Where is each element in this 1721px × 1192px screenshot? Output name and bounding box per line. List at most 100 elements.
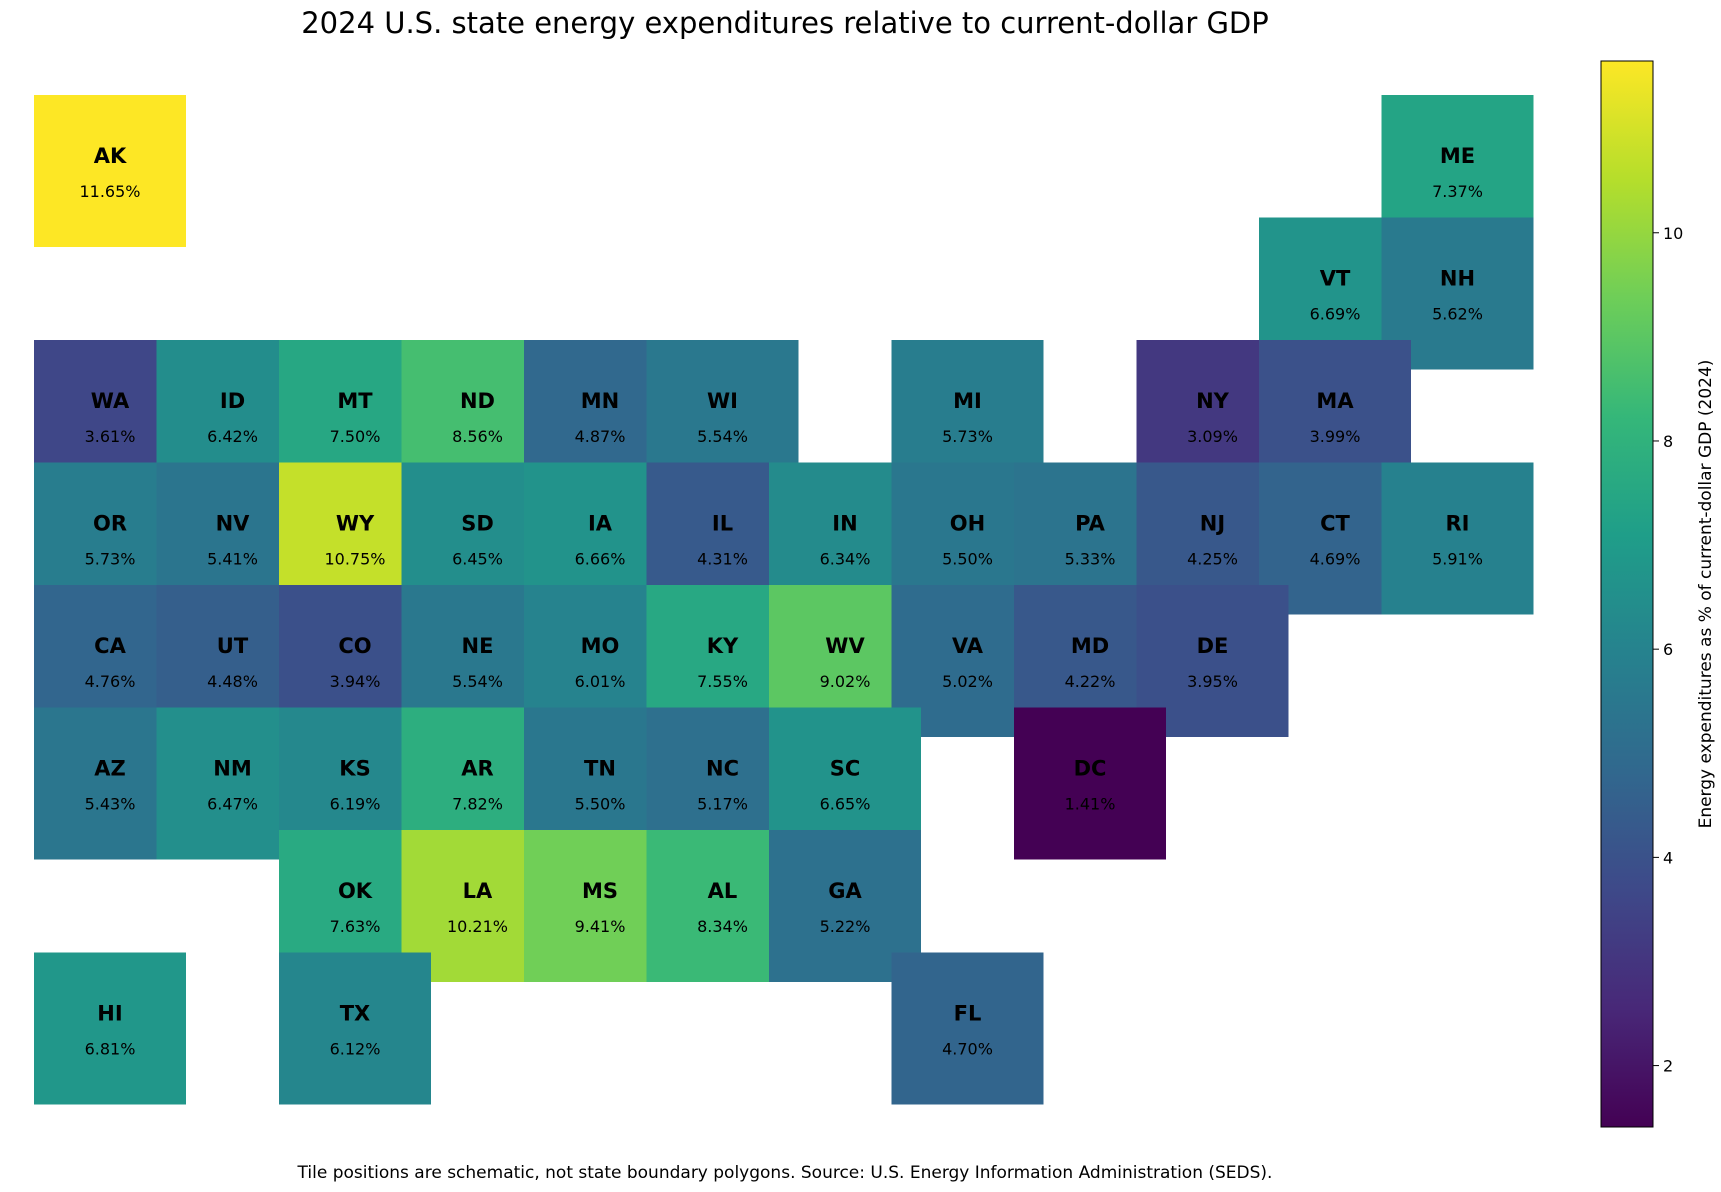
state-code-label: NY bbox=[1196, 389, 1230, 413]
state-code-label: TX bbox=[340, 1002, 371, 1026]
state-code-label: NM bbox=[213, 757, 251, 781]
state-tile-fill bbox=[891, 952, 1044, 1105]
state-code-label: VT bbox=[1320, 267, 1351, 291]
state-code-label: MI bbox=[953, 389, 982, 413]
state-code-label: SD bbox=[461, 512, 494, 536]
state-tile-fill bbox=[34, 952, 186, 1105]
state-tile-fill bbox=[1014, 707, 1166, 860]
state-value-label: 7.50% bbox=[330, 427, 381, 446]
state-code-label: UT bbox=[217, 634, 249, 658]
state-code-label: PA bbox=[1075, 512, 1105, 536]
state-code-label: OH bbox=[950, 512, 985, 536]
state-value-label: 4.69% bbox=[1310, 550, 1361, 569]
state-code-label: IL bbox=[712, 512, 733, 536]
state-code-label: ND bbox=[460, 389, 495, 413]
state-value-label: 10.75% bbox=[324, 550, 385, 569]
state-code-label: GA bbox=[828, 879, 862, 903]
state-value-label: 5.43% bbox=[85, 795, 136, 814]
state-value-label: 1.41% bbox=[1065, 795, 1116, 814]
colorbar-tick-label: 2 bbox=[1663, 1057, 1673, 1076]
state-code-label: NH bbox=[1440, 267, 1475, 291]
state-code-label: IA bbox=[588, 512, 613, 536]
state-value-label: 3.09% bbox=[1187, 427, 1238, 446]
state-code-label: MO bbox=[581, 634, 620, 658]
state-code-label: FL bbox=[954, 1002, 982, 1026]
state-value-label: 5.54% bbox=[697, 427, 748, 446]
state-value-label: 6.01% bbox=[575, 672, 626, 691]
state-value-label: 5.50% bbox=[575, 795, 626, 814]
state-code-label: KS bbox=[339, 757, 370, 781]
colorbar-gradient bbox=[1600, 60, 1654, 1128]
state-tile-hi: HI 6.81% bbox=[34, 952, 186, 1105]
source-footnote: Tile positions are schematic, not state … bbox=[297, 1163, 1273, 1183]
state-value-label: 5.91% bbox=[1432, 550, 1483, 569]
state-code-label: RI bbox=[1446, 512, 1470, 536]
state-code-label: DE bbox=[1197, 634, 1229, 658]
state-code-label: NV bbox=[216, 512, 251, 536]
state-code-label: WA bbox=[91, 389, 130, 413]
state-value-label: 5.50% bbox=[942, 550, 993, 569]
state-tile-ri: RI 5.91% bbox=[1381, 462, 1534, 615]
state-code-label: WY bbox=[336, 512, 375, 536]
state-tile-fl: FL 4.70% bbox=[891, 952, 1044, 1105]
state-value-label: 4.31% bbox=[697, 550, 748, 569]
state-value-label: 7.55% bbox=[697, 672, 748, 691]
state-code-label: MN bbox=[581, 389, 619, 413]
state-code-label: HI bbox=[97, 1002, 122, 1026]
state-value-label: 5.41% bbox=[207, 550, 258, 569]
state-value-label: 6.66% bbox=[575, 550, 626, 569]
map-title: 2024 U.S. state energy expenditures rela… bbox=[301, 6, 1269, 40]
state-value-label: 6.81% bbox=[85, 1040, 136, 1059]
state-value-label: 4.87% bbox=[575, 427, 626, 446]
colorbar-ticks: 2 4 6 8 10 bbox=[1653, 224, 1683, 1076]
state-code-label: IN bbox=[832, 512, 857, 536]
state-value-label: 9.41% bbox=[575, 917, 626, 936]
state-code-label: ME bbox=[1440, 144, 1475, 168]
state-value-label: 5.22% bbox=[820, 917, 871, 936]
state-value-label: 5.73% bbox=[942, 427, 993, 446]
state-value-label: 6.65% bbox=[820, 795, 871, 814]
state-value-label: 4.25% bbox=[1187, 550, 1238, 569]
state-code-label: NC bbox=[706, 757, 739, 781]
state-code-label: OR bbox=[93, 512, 127, 536]
state-code-label: NE bbox=[462, 634, 494, 658]
state-value-label: 6.47% bbox=[207, 795, 258, 814]
state-code-label: MS bbox=[582, 879, 618, 903]
state-value-label: 4.22% bbox=[1065, 672, 1116, 691]
state-code-label: VA bbox=[952, 634, 984, 658]
state-code-label: ID bbox=[220, 389, 245, 413]
colorbar-tick-label: 10 bbox=[1663, 224, 1683, 243]
state-value-label: 7.63% bbox=[330, 917, 381, 936]
state-code-label: MA bbox=[1316, 389, 1354, 413]
state-value-label: 11.65% bbox=[79, 182, 140, 201]
state-value-label: 5.54% bbox=[452, 672, 503, 691]
state-code-label: AK bbox=[94, 144, 127, 168]
state-code-label: NJ bbox=[1200, 512, 1225, 536]
state-value-label: 6.42% bbox=[207, 427, 258, 446]
state-code-label: CA bbox=[94, 634, 126, 658]
state-tile-ak: AK 11.65% bbox=[34, 95, 186, 247]
state-value-label: 5.73% bbox=[85, 550, 136, 569]
state-code-label: WV bbox=[825, 634, 865, 658]
colorbar-tick-label: 8 bbox=[1663, 432, 1673, 451]
state-value-label: 4.70% bbox=[942, 1040, 993, 1059]
state-tile-fill bbox=[34, 95, 186, 247]
state-code-label: CO bbox=[338, 634, 371, 658]
state-code-label: AZ bbox=[94, 757, 125, 781]
state-value-label: 6.69% bbox=[1310, 305, 1361, 324]
state-code-label: KY bbox=[707, 634, 739, 658]
state-code-label: DC bbox=[1074, 757, 1107, 781]
colorbar-tick-label: 4 bbox=[1663, 848, 1673, 867]
state-value-label: 8.34% bbox=[697, 917, 748, 936]
state-value-label: 5.02% bbox=[942, 672, 993, 691]
state-value-label: 6.34% bbox=[820, 550, 871, 569]
state-value-label: 3.94% bbox=[330, 672, 381, 691]
state-value-label: 5.33% bbox=[1065, 550, 1116, 569]
state-tile-fill bbox=[279, 952, 431, 1105]
state-value-label: 9.02% bbox=[820, 672, 871, 691]
state-value-label: 7.82% bbox=[452, 795, 503, 814]
state-value-label: 5.62% bbox=[1432, 305, 1483, 324]
state-value-label: 6.12% bbox=[330, 1040, 381, 1059]
state-value-label: 4.48% bbox=[207, 672, 258, 691]
